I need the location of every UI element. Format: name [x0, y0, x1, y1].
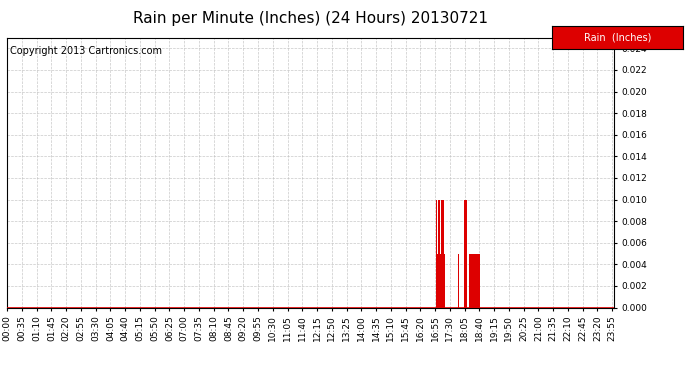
Text: Rain  (Inches): Rain (Inches) — [584, 33, 651, 42]
Text: Rain per Minute (Inches) (24 Hours) 20130721: Rain per Minute (Inches) (24 Hours) 2013… — [133, 11, 488, 26]
Text: Copyright 2013 Cartronics.com: Copyright 2013 Cartronics.com — [10, 46, 162, 56]
